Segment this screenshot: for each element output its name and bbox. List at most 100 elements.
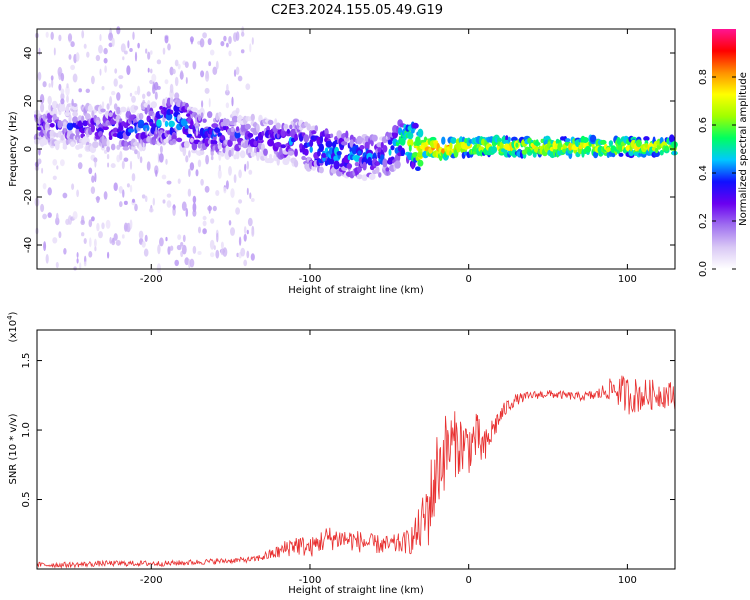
heatmap-cell	[109, 237, 112, 244]
heatmap-cell	[220, 135, 225, 141]
x-tick-label: -200	[140, 274, 163, 285]
heatmap-cell	[333, 160, 340, 170]
heatmap-cell	[235, 66, 240, 76]
heatmap-cell	[70, 64, 75, 71]
heatmap-cell	[122, 189, 125, 198]
y-tick-label: 0.5	[21, 492, 32, 508]
heatmap-cell	[131, 95, 136, 103]
heatmap-cell	[225, 102, 230, 109]
heatmap-cell	[212, 205, 217, 212]
heatmap-cell	[213, 245, 216, 251]
heatmap-cell	[98, 231, 103, 239]
heatmap-cell	[180, 70, 184, 80]
heatmap-cell	[204, 87, 210, 94]
heatmap-cell	[172, 68, 176, 75]
heatmap-cell	[100, 108, 106, 113]
heatmap-cell	[283, 124, 288, 129]
heatmap-cell	[202, 228, 207, 233]
heatmap-cell	[380, 154, 385, 161]
heatmap-cell	[49, 123, 55, 128]
colorbar-gradient	[712, 29, 736, 269]
heatmap-cell	[44, 122, 50, 133]
heatmap-cell	[119, 118, 123, 123]
heatmap-cell	[415, 141, 421, 147]
snr-y-label: SNR (10 * v/v)	[8, 413, 19, 484]
heatmap-cell	[188, 168, 191, 177]
heatmap-cell	[382, 145, 388, 153]
heatmap-cell	[157, 85, 161, 90]
heatmap-cell	[54, 140, 61, 145]
heatmap-cell	[123, 157, 129, 162]
snr-y-multiplier: (x104)	[6, 311, 19, 342]
snr-frame	[36, 329, 676, 570]
heatmap-cell	[43, 241, 47, 252]
heatmap-cell	[106, 139, 110, 147]
spectrogram-y-ticks: -40 -20 0 20 40	[23, 47, 675, 253]
heatmap-cell	[137, 124, 145, 129]
heatmap-cell	[129, 92, 133, 97]
heatmap-cell	[209, 49, 215, 56]
heatmap-cell	[180, 242, 184, 247]
heatmap-cell	[202, 118, 207, 123]
heatmap-cell	[68, 114, 72, 124]
heatmap-cell	[238, 236, 242, 246]
heatmap-cell	[90, 186, 96, 194]
heatmap-cell	[41, 167, 44, 174]
heatmap-cell	[139, 156, 143, 164]
heatmap-cell	[166, 180, 172, 185]
heatmap-cell	[79, 262, 82, 270]
heatmap-cell	[180, 118, 188, 127]
heatmap-cell	[159, 145, 163, 154]
heatmap-cell	[303, 134, 310, 143]
heatmap-cell	[400, 149, 405, 156]
heatmap-cell	[251, 37, 254, 45]
heatmap-cell	[42, 213, 47, 220]
heatmap-cell	[56, 212, 59, 222]
heatmap-cell	[101, 222, 105, 230]
heatmap-cell	[94, 238, 97, 248]
heatmap-cell	[119, 201, 123, 208]
heatmap-cell	[233, 174, 237, 184]
heatmap-cell	[58, 34, 62, 42]
heatmap-cell	[605, 147, 611, 153]
heatmap-cell	[56, 165, 59, 170]
heatmap-cell	[60, 72, 65, 82]
heatmap-cell	[55, 261, 59, 269]
heatmap-cell	[106, 103, 110, 110]
heatmap-cell	[129, 184, 133, 193]
heatmap-cell	[76, 252, 79, 258]
heatmap-cell	[201, 100, 204, 108]
heatmap-cell	[101, 101, 105, 109]
heatmap-cell	[60, 134, 65, 141]
heatmap-cell	[99, 104, 102, 110]
heatmap-cell	[63, 248, 67, 255]
heatmap-cell	[195, 169, 199, 177]
heatmap-cell	[230, 188, 235, 199]
heatmap-cell	[249, 192, 252, 199]
heatmap-cell	[205, 72, 210, 82]
heatmap-cell	[236, 252, 239, 258]
heatmap-cell	[230, 127, 235, 133]
heatmap-cell	[314, 125, 318, 132]
heatmap-cell	[371, 134, 378, 142]
heatmap-cell	[227, 139, 233, 147]
heatmap-cell	[276, 157, 280, 166]
heatmap-cell	[235, 207, 241, 215]
heatmap-cell	[589, 134, 597, 143]
heatmap-cell	[565, 138, 571, 143]
heatmap-cell	[146, 136, 151, 143]
heatmap-cell	[168, 120, 176, 128]
heatmap-cell	[390, 145, 395, 151]
heatmap-cell	[195, 127, 199, 137]
snr-line-path	[36, 375, 676, 569]
heatmap-cell	[244, 163, 247, 172]
heatmap-cell	[177, 63, 181, 70]
heatmap-cell	[113, 78, 118, 87]
heatmap-cell	[294, 133, 298, 140]
heatmap-cell	[146, 161, 151, 171]
heatmap-cell	[218, 111, 222, 118]
heatmap-cell	[345, 130, 349, 139]
heatmap-cell	[52, 159, 58, 166]
y-tick-label: 20	[23, 95, 34, 108]
heatmap-cell	[441, 136, 446, 145]
